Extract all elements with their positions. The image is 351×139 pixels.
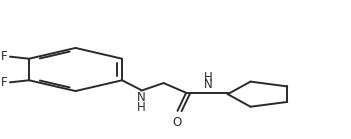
Text: H: H <box>204 71 213 85</box>
Text: F: F <box>1 76 7 89</box>
Text: F: F <box>1 50 7 63</box>
Text: N: N <box>137 91 145 104</box>
Text: N: N <box>204 78 213 91</box>
Text: H: H <box>137 101 145 114</box>
Text: O: O <box>173 116 182 129</box>
